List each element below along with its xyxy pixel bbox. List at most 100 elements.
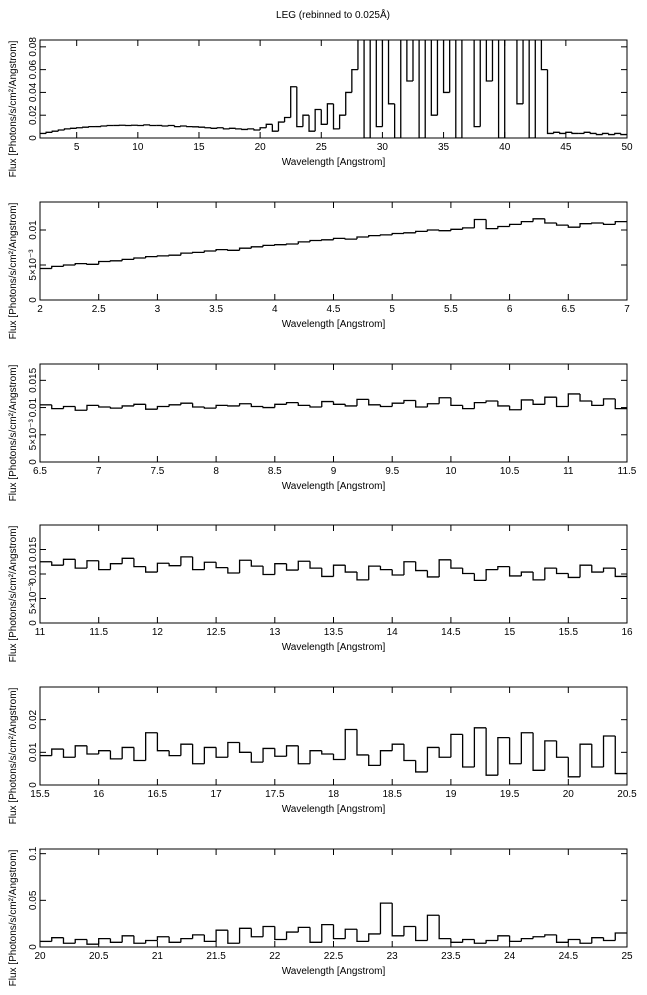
- spectrum-step: [238, 927, 252, 944]
- spectrum-step: [356, 398, 369, 406]
- spectrum-step: [297, 745, 311, 765]
- spectrum-step: [109, 407, 123, 409]
- x-tick-label: 15: [193, 142, 205, 153]
- spectrum-step: [332, 564, 346, 577]
- spectrum-step: [473, 573, 487, 582]
- spectrum-step: [308, 115, 316, 132]
- spectrum-step: [250, 928, 264, 938]
- x-tick-label: 23: [387, 951, 399, 962]
- y-tick-label: 0.01: [28, 397, 39, 417]
- x-tick-label: 16: [93, 789, 105, 800]
- spectrum-step: [461, 40, 463, 138]
- spectrum-step: [145, 404, 158, 410]
- spectrum-step: [285, 563, 299, 571]
- spectrum-step: [62, 558, 76, 566]
- x-tick-label: 4: [272, 304, 278, 315]
- spectrum-step: [415, 926, 428, 942]
- spectrum-step: [393, 103, 401, 138]
- x-tick-label: 18: [328, 789, 340, 800]
- spectrum-step: [238, 742, 252, 753]
- spectrum-step: [74, 745, 87, 758]
- spectrum-step: [338, 114, 346, 129]
- x-tick-label: 15.5: [559, 627, 579, 638]
- spectrum-step: [121, 557, 134, 564]
- spectrum-step: [520, 399, 534, 410]
- spectrum-step: [567, 225, 581, 228]
- spectrum-step: [591, 744, 604, 768]
- plot-area: [40, 727, 627, 778]
- y-tick-label: 5×10⁻³: [28, 582, 39, 614]
- spectrum-step: [247, 128, 255, 130]
- spectrum-step: [508, 223, 522, 227]
- spectrum-step: [133, 257, 146, 260]
- spectrum-step: [544, 934, 557, 937]
- spectrum-step: [544, 396, 557, 405]
- x-tick-label: 21: [152, 951, 164, 962]
- spectrum-step: [265, 123, 273, 128]
- spectrum-step: [344, 728, 357, 760]
- x-tick-label: 23.5: [441, 951, 461, 962]
- spectrum-step: [145, 732, 158, 761]
- spectrum-step: [508, 737, 522, 765]
- spectrum-step: [430, 40, 438, 116]
- spectrum-step: [601, 132, 609, 135]
- spectrum-step: [532, 399, 545, 405]
- x-tick-label: 22.5: [324, 951, 344, 962]
- y-tick-label: 0: [28, 944, 39, 950]
- plot-frame: [39, 201, 628, 301]
- spectrum-step: [109, 938, 123, 943]
- spectrum-step: [86, 745, 99, 755]
- spectrum-step: [567, 938, 581, 943]
- spectrum-step: [415, 561, 428, 572]
- spectrum-step: [497, 40, 505, 138]
- spectrum-step: [235, 128, 242, 130]
- spectrum-step: [121, 258, 134, 261]
- spectrum-step: [262, 747, 275, 763]
- x-tick-label: 6.5: [33, 466, 47, 477]
- spectrum-step: [449, 40, 451, 93]
- spectrum-step: [555, 223, 569, 226]
- spectrum-step: [565, 131, 572, 134]
- x-tick-label: 9: [331, 466, 337, 477]
- spectrum-step: [438, 747, 451, 758]
- x-axis-label: Wavelength [Angstrom]: [282, 157, 386, 168]
- spectrum-step: [74, 262, 87, 265]
- spectrum-step: [227, 741, 240, 758]
- spectrum-step: [403, 925, 416, 936]
- spectrum-step: [62, 264, 76, 267]
- spectrum-step: [379, 234, 393, 236]
- x-tick-label: 25: [621, 951, 633, 962]
- spectrum-step: [345, 91, 352, 116]
- spectrum-step: [179, 125, 187, 127]
- x-tick-label: 20: [255, 142, 267, 153]
- spectrum-step: [461, 227, 475, 230]
- x-tick-label: 8: [213, 466, 219, 477]
- spectrum-step: [520, 732, 534, 764]
- panel: 20 20.5 21 21.5 22 22.5 23 23.5 24 24.5 25 0 0.05 0.1…: [8, 846, 633, 986]
- spectrum-step: [262, 244, 275, 247]
- spectrum-step: [602, 223, 616, 226]
- spectrum-step: [579, 564, 592, 578]
- spectrum-step: [203, 250, 217, 253]
- spectrum-step: [608, 133, 615, 136]
- x-tick-label: 10.5: [500, 466, 520, 477]
- x-tick-label: 50: [621, 142, 633, 153]
- x-tick-label: 4.5: [327, 304, 341, 315]
- spectrum-step: [274, 403, 287, 408]
- spectrum-step: [614, 736, 627, 775]
- spectrum-step: [450, 733, 463, 758]
- spectrum-step: [520, 937, 534, 942]
- spectrum-step: [504, 40, 506, 138]
- y-tick-label: 5×10⁻³: [28, 419, 39, 451]
- spectrum-step: [285, 931, 299, 940]
- spectrum-step: [344, 928, 357, 939]
- figure-title: LEG (rebinned to 0.025Å): [276, 8, 390, 21]
- spectrum-step: [191, 744, 205, 765]
- x-tick-label: 15: [504, 627, 516, 638]
- spectrum-step: [121, 746, 134, 759]
- panel: 2 2.5 3 3.5 4 4.5 5 5.5 6 6.5 7 0 5×10⁻³ 0.01 Waveleng…: [8, 201, 630, 339]
- y-tick-label: 0: [28, 135, 39, 141]
- spectrum-step: [344, 238, 357, 240]
- x-tick-label: 9.5: [385, 466, 399, 477]
